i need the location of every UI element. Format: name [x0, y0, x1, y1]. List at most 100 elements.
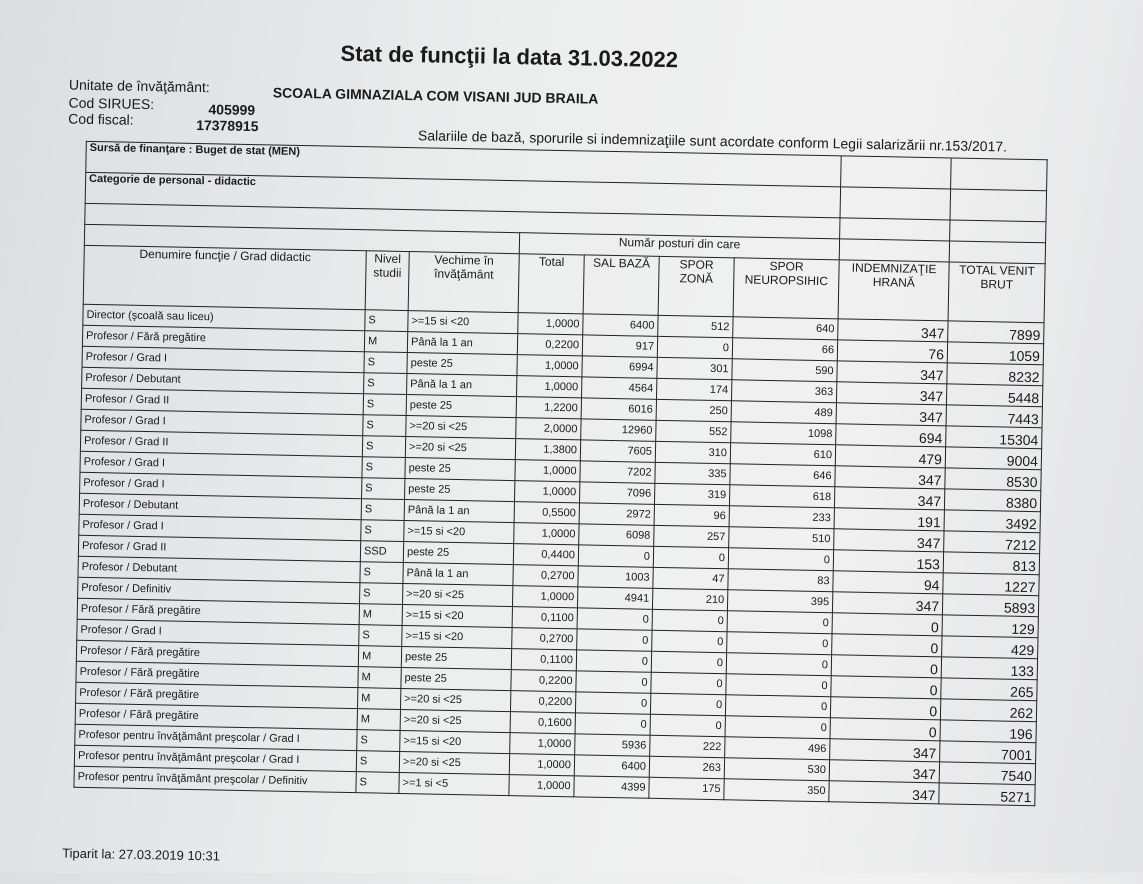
cell-seniority: >=20 si <25 — [400, 688, 511, 712]
cell-level: S — [363, 393, 407, 416]
fiscal-value: 17378915 — [196, 116, 259, 135]
cell-total: 0,5500 — [514, 501, 580, 524]
cell-seniority: >=15 si <20 — [401, 625, 513, 649]
cell-gross-total: 7001 — [939, 740, 1037, 764]
cell-seniority: Până la 1 an — [404, 499, 515, 523]
cell-meal-allowance: 347 — [829, 738, 941, 762]
cell-zone-bonus: 0 — [651, 651, 727, 674]
cell-meal-allowance: 0 — [832, 612, 943, 636]
cell-seniority: >=15 si <20 — [407, 310, 519, 334]
cell-seniority: >=15 si <20 — [402, 604, 513, 628]
cell-level: S — [355, 771, 400, 794]
cell-seniority: >=20 si <25 — [405, 436, 516, 460]
sirues-label: Cod SIRUES: — [68, 94, 155, 113]
cell-neuro-bonus: 489 — [731, 400, 837, 424]
cell-zone-bonus: 0 — [653, 546, 729, 569]
cell-gross-total: 1227 — [942, 572, 1040, 596]
cell-gross-total: 196 — [940, 719, 1037, 743]
cell-meal-allowance: 347 — [836, 360, 948, 384]
cell-base-salary: 6994 — [581, 355, 658, 379]
cell-seniority: >=20 si <25 — [400, 709, 511, 733]
cell-gross-total: 813 — [943, 551, 1040, 575]
cell-meal-allowance: 0 — [830, 696, 941, 720]
cell-gross-total: 8530 — [944, 467, 1042, 491]
cell-neuro-bonus: 0 — [725, 694, 831, 718]
cell-meal-allowance: 0 — [831, 633, 943, 657]
cell-zone-bonus: 335 — [654, 462, 731, 485]
cell-seniority: peste 25 — [404, 457, 516, 481]
cell-neuro-bonus: 66 — [732, 337, 838, 361]
cell-meal-allowance: 347 — [836, 402, 947, 426]
cell-base-salary: 5936 — [574, 733, 651, 757]
cell-level: S — [361, 477, 405, 500]
cell-meal-allowance: 694 — [835, 423, 947, 447]
cell-level: M — [359, 603, 403, 626]
cell-neuro-bonus: 590 — [731, 358, 838, 382]
cell-base-salary: 917 — [582, 334, 658, 358]
cell-total: 1,0000 — [517, 312, 584, 335]
cell-zone-bonus: 250 — [656, 399, 732, 422]
cell-zone-bonus: 0 — [651, 630, 728, 653]
cell-meal-allowance: 0 — [830, 717, 941, 741]
cell-total: 0,1100 — [511, 648, 577, 671]
cell-zone-bonus: 310 — [655, 441, 731, 464]
cell-gross-total: 8232 — [946, 362, 1044, 386]
staff-table: Sursă de finanţare : Buget de stat (MEN)… — [73, 141, 1048, 806]
cell-base-salary: 6400 — [582, 313, 659, 337]
cell-total: 1,0000 — [514, 480, 580, 503]
col-header-base-salary: SAL BAZĂ — [583, 254, 660, 316]
cell-zone-bonus: 175 — [648, 777, 725, 800]
col-header-total: Total — [518, 253, 585, 314]
cell-neuro-bonus: 510 — [728, 526, 835, 550]
cell-base-salary: 0 — [576, 649, 652, 673]
cell-seniority: >=20 si <25 — [402, 583, 513, 607]
cell-neuro-bonus: 496 — [724, 736, 831, 760]
cell-base-salary: 7096 — [579, 481, 655, 505]
cell-meal-allowance: 347 — [836, 381, 947, 405]
cell-neuro-bonus: 0 — [725, 673, 832, 697]
cell-seniority: Până la 1 an — [406, 373, 517, 397]
cell-meal-allowance: 0 — [830, 675, 942, 699]
cell-base-salary: 0 — [577, 607, 653, 631]
cell-base-salary: 6016 — [581, 397, 657, 421]
cell-zone-bonus: 0 — [652, 609, 728, 632]
cell-base-salary: 0 — [575, 691, 651, 715]
cell-zone-bonus: 0 — [650, 672, 727, 695]
cell-zone-bonus: 319 — [654, 483, 730, 506]
cell-neuro-bonus: 0 — [728, 547, 834, 571]
cell-level: S — [356, 729, 401, 752]
cell-meal-allowance: 347 — [833, 528, 945, 552]
cell-seniority: Până la 1 an — [402, 562, 514, 586]
cell-gross-total: 5893 — [942, 593, 1039, 617]
col-header-gross-total: TOTAL VENIT BRUT — [948, 261, 1046, 323]
cell-total: 0,2200 — [517, 333, 583, 356]
cell-gross-total: 5448 — [946, 383, 1043, 407]
cell-zone-bonus: 552 — [655, 420, 732, 443]
cell-neuro-bonus: 530 — [724, 757, 830, 781]
cell-neuro-bonus: 0 — [726, 631, 833, 655]
cell-neuro-bonus: 0 — [726, 652, 832, 676]
cell-gross-total: 133 — [941, 656, 1038, 680]
cell-level: S — [356, 750, 400, 773]
cell-base-salary: 0 — [576, 628, 653, 652]
cell-level: S — [363, 351, 408, 374]
cell-meal-allowance: 153 — [833, 549, 944, 573]
col-header-seniority: Vechime în învăţământ — [408, 251, 520, 313]
cell-level: S — [360, 519, 405, 542]
cell-meal-allowance: 347 — [828, 780, 940, 804]
col-header-function: Denumire funcţie / Grad didactic — [83, 245, 367, 310]
cell-neuro-bonus: 646 — [729, 463, 836, 487]
cell-meal-allowance: 347 — [832, 591, 943, 615]
cell-total: 1,0000 — [508, 774, 575, 797]
cell-level: M — [357, 666, 402, 689]
cell-total: 0,2700 — [511, 627, 578, 650]
cell-total: 1,0000 — [514, 459, 581, 482]
cell-function: Profesor pentru învăţământ preşcolar / D… — [73, 766, 357, 793]
cell-level: S — [361, 498, 405, 521]
cell-total: 0,2200 — [510, 690, 576, 713]
cell-seniority: Până la 1 an — [407, 331, 518, 355]
cell-level: S — [361, 456, 406, 479]
cell-gross-total: 265 — [940, 677, 1038, 701]
cell-neuro-bonus: 0 — [725, 715, 831, 739]
cell-zone-bonus: 0 — [650, 714, 726, 737]
